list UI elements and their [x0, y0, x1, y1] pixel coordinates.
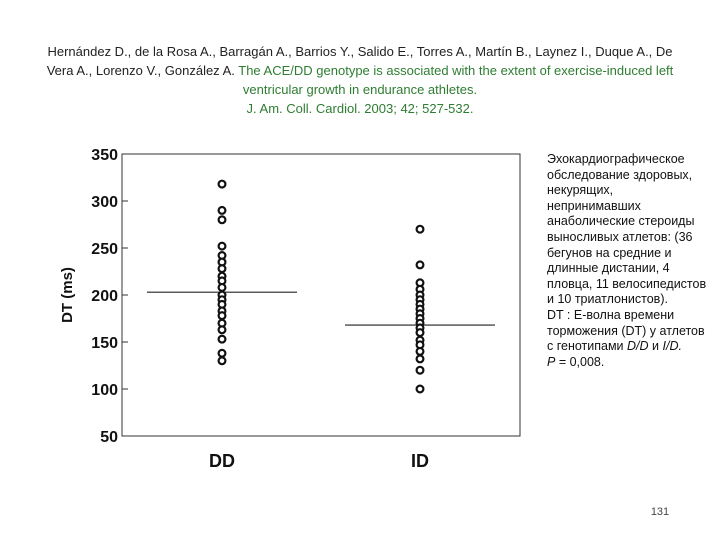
data-point-dd-3 [217, 241, 227, 251]
y-tick-label-1: 100 [91, 382, 118, 399]
y-tick-label-4: 250 [91, 241, 118, 258]
data-point-id-18 [415, 384, 425, 394]
data-point-dd-2 [217, 215, 227, 225]
data-point-id-15 [415, 346, 425, 356]
caption-dt-definition: DT : E-волна времени торможения (DT) у а… [547, 307, 705, 354]
y-tick-label-0: 50 [100, 429, 118, 446]
data-point-id-16 [415, 354, 425, 364]
plot-frame [121, 153, 521, 437]
x-category-label-id: ID [411, 451, 429, 471]
citation-authors: Hernández D., de la Rosa A., Barragán A.… [46, 44, 673, 78]
data-point-dd-14 [217, 311, 227, 321]
caption-p-value: = 0,008. [558, 354, 605, 369]
caption-p-label: P [547, 354, 556, 369]
data-point-dd-18 [217, 348, 227, 358]
data-point-dd-17 [217, 334, 227, 344]
y-tick-label-2: 150 [91, 335, 118, 352]
y-tick-label-5: 300 [91, 194, 118, 211]
data-point-dd-19 [217, 356, 227, 366]
citation: Hernández D., de la Rosa A., Barragán A.… [40, 42, 680, 118]
chart-caption: Эхокардиографическое обследование здоров… [547, 152, 707, 370]
data-point-id-0 [415, 224, 425, 234]
page-number: 131 [650, 506, 670, 518]
data-point-id-1 [415, 260, 425, 270]
data-point-id-17 [415, 365, 425, 375]
x-category-label-dd: DD [209, 451, 235, 471]
caption-body: Эхокардиографическое обследование здоров… [547, 152, 707, 307]
citation-journal: J. Am. Coll. Cardiol. 2003; 42; 527-532. [246, 101, 474, 116]
caption-genotype-dd: D/D [627, 339, 649, 354]
y-axis-label: DT (ms) [59, 267, 76, 323]
caption-conj: и [652, 339, 660, 354]
citation-title: The ACE/DD genotype is associated with t… [238, 63, 674, 97]
caption-genotype-id: I/D. [662, 339, 682, 354]
data-point-id-12 [415, 328, 425, 338]
data-point-dd-16 [217, 325, 227, 335]
data-point-dd-9 [217, 282, 227, 292]
data-point-dd-1 [217, 205, 227, 215]
y-tick-label-6: 350 [91, 147, 118, 164]
data-point-dd-6 [217, 264, 227, 274]
data-point-dd-0 [217, 179, 227, 189]
y-tick-label-3: 200 [91, 288, 118, 305]
